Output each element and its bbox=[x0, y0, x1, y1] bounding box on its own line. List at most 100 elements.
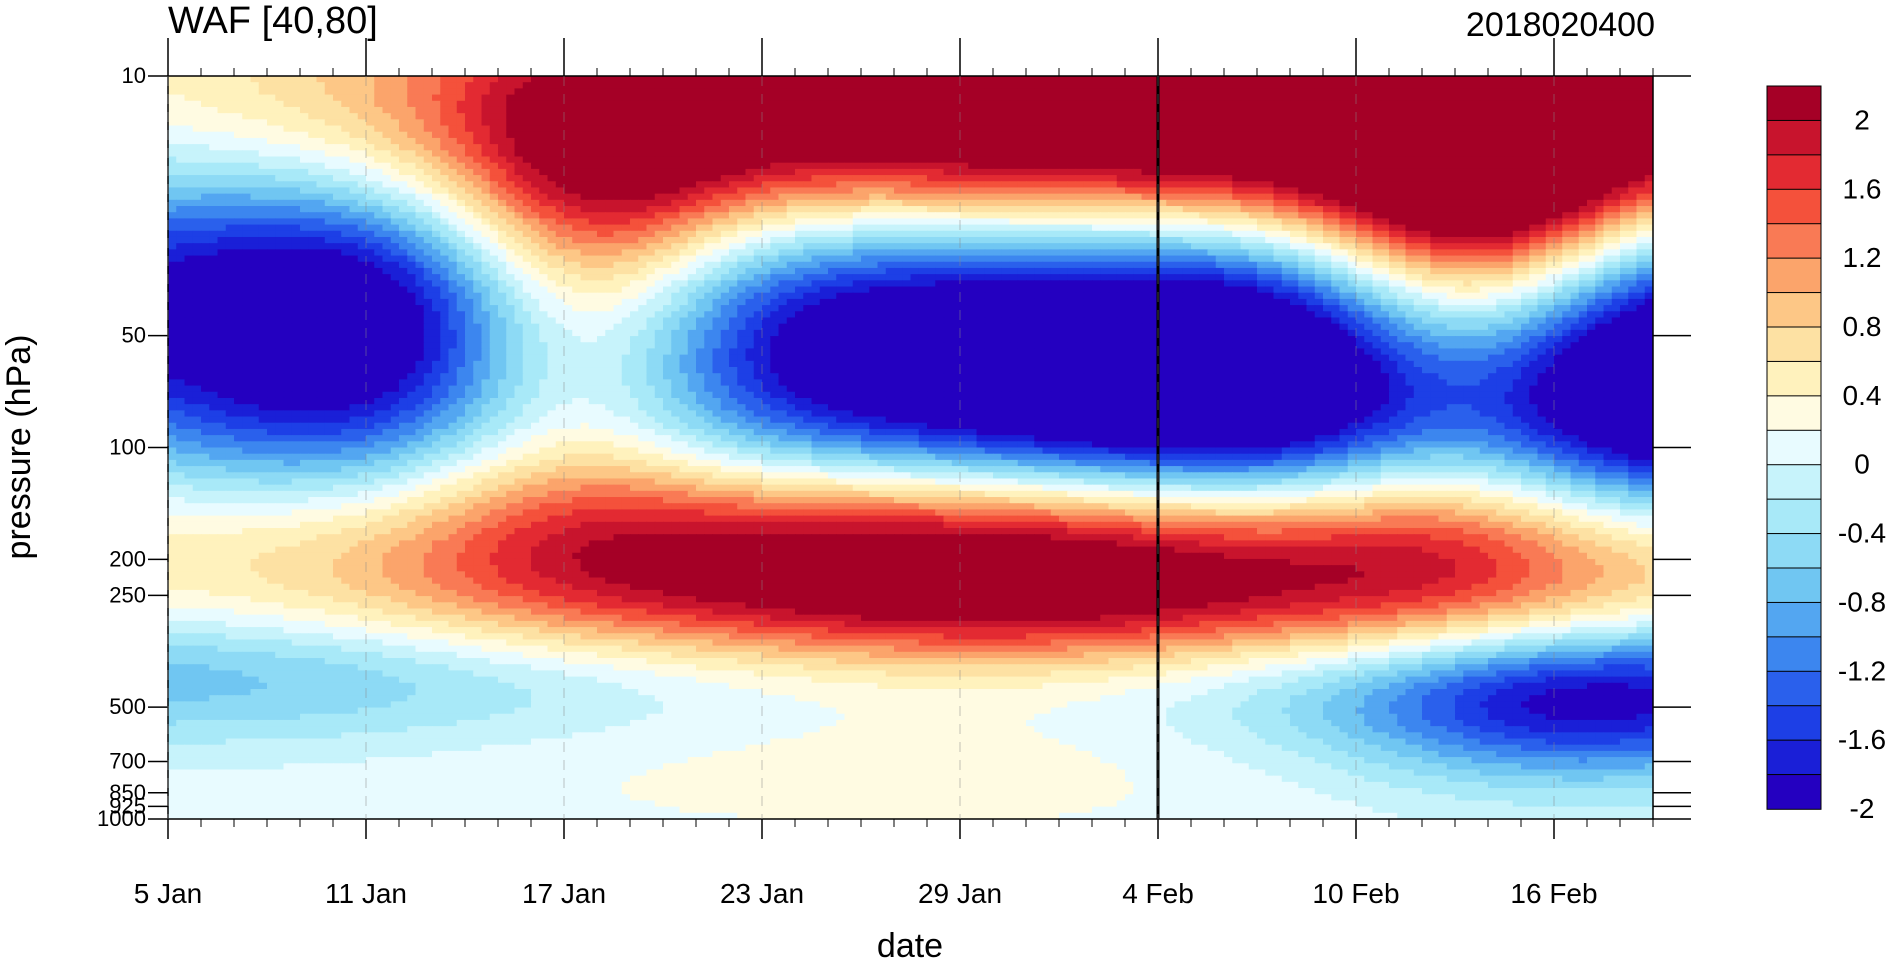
field-cell bbox=[383, 95, 392, 102]
field-cell bbox=[853, 101, 862, 108]
field-cell bbox=[993, 163, 1002, 170]
field-cell bbox=[201, 150, 210, 157]
field-cell bbox=[1249, 169, 1258, 176]
field-cell bbox=[968, 132, 977, 139]
field-cell bbox=[1290, 181, 1299, 188]
field-cell bbox=[275, 119, 284, 126]
field-cell bbox=[581, 138, 590, 145]
field-cell bbox=[1612, 95, 1621, 102]
field-cell bbox=[671, 138, 680, 145]
field-cell bbox=[523, 181, 532, 188]
field-cell bbox=[605, 95, 614, 102]
field-cell bbox=[548, 95, 557, 102]
field-cell bbox=[341, 101, 350, 108]
field-cell bbox=[886, 101, 895, 108]
field-cell bbox=[770, 113, 779, 120]
field-cell bbox=[820, 101, 829, 108]
field-cell bbox=[1364, 132, 1373, 139]
field-cell bbox=[1059, 101, 1068, 108]
field-cell bbox=[465, 107, 474, 114]
field-cell bbox=[1389, 169, 1398, 176]
field-cell bbox=[1133, 119, 1142, 126]
field-cell bbox=[218, 175, 227, 182]
field-cell bbox=[308, 113, 317, 120]
field-cell bbox=[168, 113, 177, 120]
field-cell bbox=[1463, 119, 1472, 126]
field-cell bbox=[968, 150, 977, 157]
field-cell bbox=[589, 88, 598, 95]
field-cell bbox=[1067, 107, 1076, 114]
field-cell bbox=[1298, 82, 1307, 89]
field-cell bbox=[1199, 76, 1208, 83]
field-cell bbox=[1323, 163, 1332, 170]
field-cell bbox=[358, 119, 367, 126]
field-cell bbox=[671, 76, 680, 83]
field-cell bbox=[647, 156, 656, 163]
field-cell bbox=[251, 144, 260, 151]
field-cell bbox=[1199, 181, 1208, 188]
field-cell bbox=[366, 76, 375, 83]
field-cell bbox=[1026, 76, 1035, 83]
field-cell bbox=[853, 163, 862, 170]
field-cell bbox=[845, 113, 854, 120]
field-cell bbox=[308, 163, 317, 170]
field-cell bbox=[878, 138, 887, 145]
field-cell bbox=[201, 107, 210, 114]
field-cell bbox=[779, 132, 788, 139]
field-cell bbox=[622, 76, 631, 83]
field-cell bbox=[176, 113, 185, 120]
field-cell bbox=[944, 88, 953, 95]
field-cell bbox=[440, 163, 449, 170]
field-cell bbox=[1026, 138, 1035, 145]
field-cell bbox=[589, 181, 598, 188]
field-cell bbox=[647, 76, 656, 83]
field-cell bbox=[267, 132, 276, 139]
field-cell bbox=[275, 113, 284, 120]
field-cell bbox=[515, 144, 524, 151]
field-cell bbox=[1397, 138, 1406, 145]
field-cell bbox=[259, 119, 268, 126]
field-cell bbox=[886, 156, 895, 163]
field-cell bbox=[457, 82, 466, 89]
field-cell bbox=[218, 126, 227, 133]
field-cell bbox=[878, 88, 887, 95]
field-cell bbox=[878, 150, 887, 157]
field-cell bbox=[680, 88, 689, 95]
field-cell bbox=[952, 119, 961, 126]
field-cell bbox=[391, 76, 400, 83]
field-cell bbox=[836, 101, 845, 108]
field-cell bbox=[193, 113, 202, 120]
field-cell bbox=[325, 107, 334, 114]
field-cell bbox=[1620, 119, 1629, 126]
field-cell bbox=[1298, 181, 1307, 188]
field-cell bbox=[515, 119, 524, 126]
field-cell bbox=[828, 101, 837, 108]
field-cell bbox=[845, 169, 854, 176]
field-cell bbox=[589, 163, 598, 170]
field-cell bbox=[556, 163, 565, 170]
field-cell bbox=[1232, 181, 1241, 188]
field-cell bbox=[1373, 113, 1382, 120]
field-cell bbox=[622, 181, 631, 188]
field-cell bbox=[506, 113, 515, 120]
field-cell bbox=[597, 132, 606, 139]
field-cell bbox=[1521, 163, 1530, 170]
field-cell bbox=[1595, 76, 1604, 83]
field-cell bbox=[960, 150, 969, 157]
field-cell bbox=[977, 163, 986, 170]
field-cell bbox=[1018, 144, 1027, 151]
field-cell bbox=[1587, 113, 1596, 120]
field-cell bbox=[383, 156, 392, 163]
field-cell bbox=[416, 144, 425, 151]
field-cell bbox=[416, 175, 425, 182]
field-cell bbox=[762, 88, 771, 95]
field-cell bbox=[1463, 113, 1472, 120]
field-cell bbox=[795, 169, 804, 176]
field-cell bbox=[374, 95, 383, 102]
field-cell bbox=[754, 138, 763, 145]
field-cell bbox=[218, 113, 227, 120]
field-cell bbox=[1323, 126, 1332, 133]
field-cell bbox=[1142, 119, 1151, 126]
field-cell bbox=[1084, 144, 1093, 151]
field-cell bbox=[449, 132, 458, 139]
